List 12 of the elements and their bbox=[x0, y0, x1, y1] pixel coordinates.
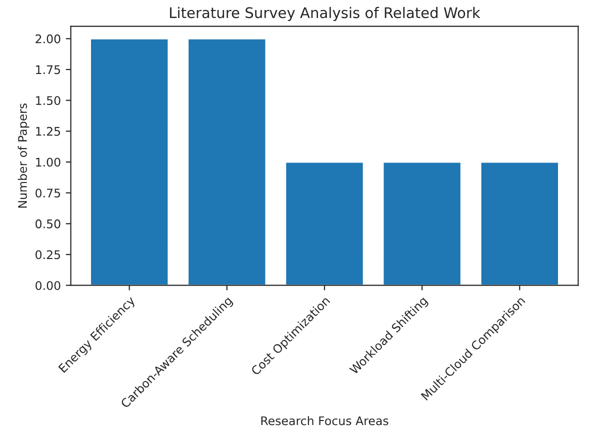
y-tick-label: 0.75 bbox=[36, 188, 60, 198]
y-tick-label: 1.00 bbox=[36, 158, 60, 167]
y-tick-label: 1.50 bbox=[36, 96, 60, 105]
y-tick-label: 2.00 bbox=[36, 34, 60, 44]
y-axis-title: Number of Papers bbox=[18, 103, 30, 208]
chart-title: Literature Survey Analysis of Related Work bbox=[170, 6, 480, 22]
y-tick-label: 1.25 bbox=[36, 126, 60, 136]
y-tick-label: 0.50 bbox=[36, 219, 60, 228]
y-tick-label: 1.75 bbox=[36, 65, 60, 74]
y-tick-label: 0.00 bbox=[36, 281, 60, 290]
y-tick-label: 0.25 bbox=[36, 250, 60, 260]
x-axis-title: Research Focus Areas bbox=[261, 416, 388, 426]
